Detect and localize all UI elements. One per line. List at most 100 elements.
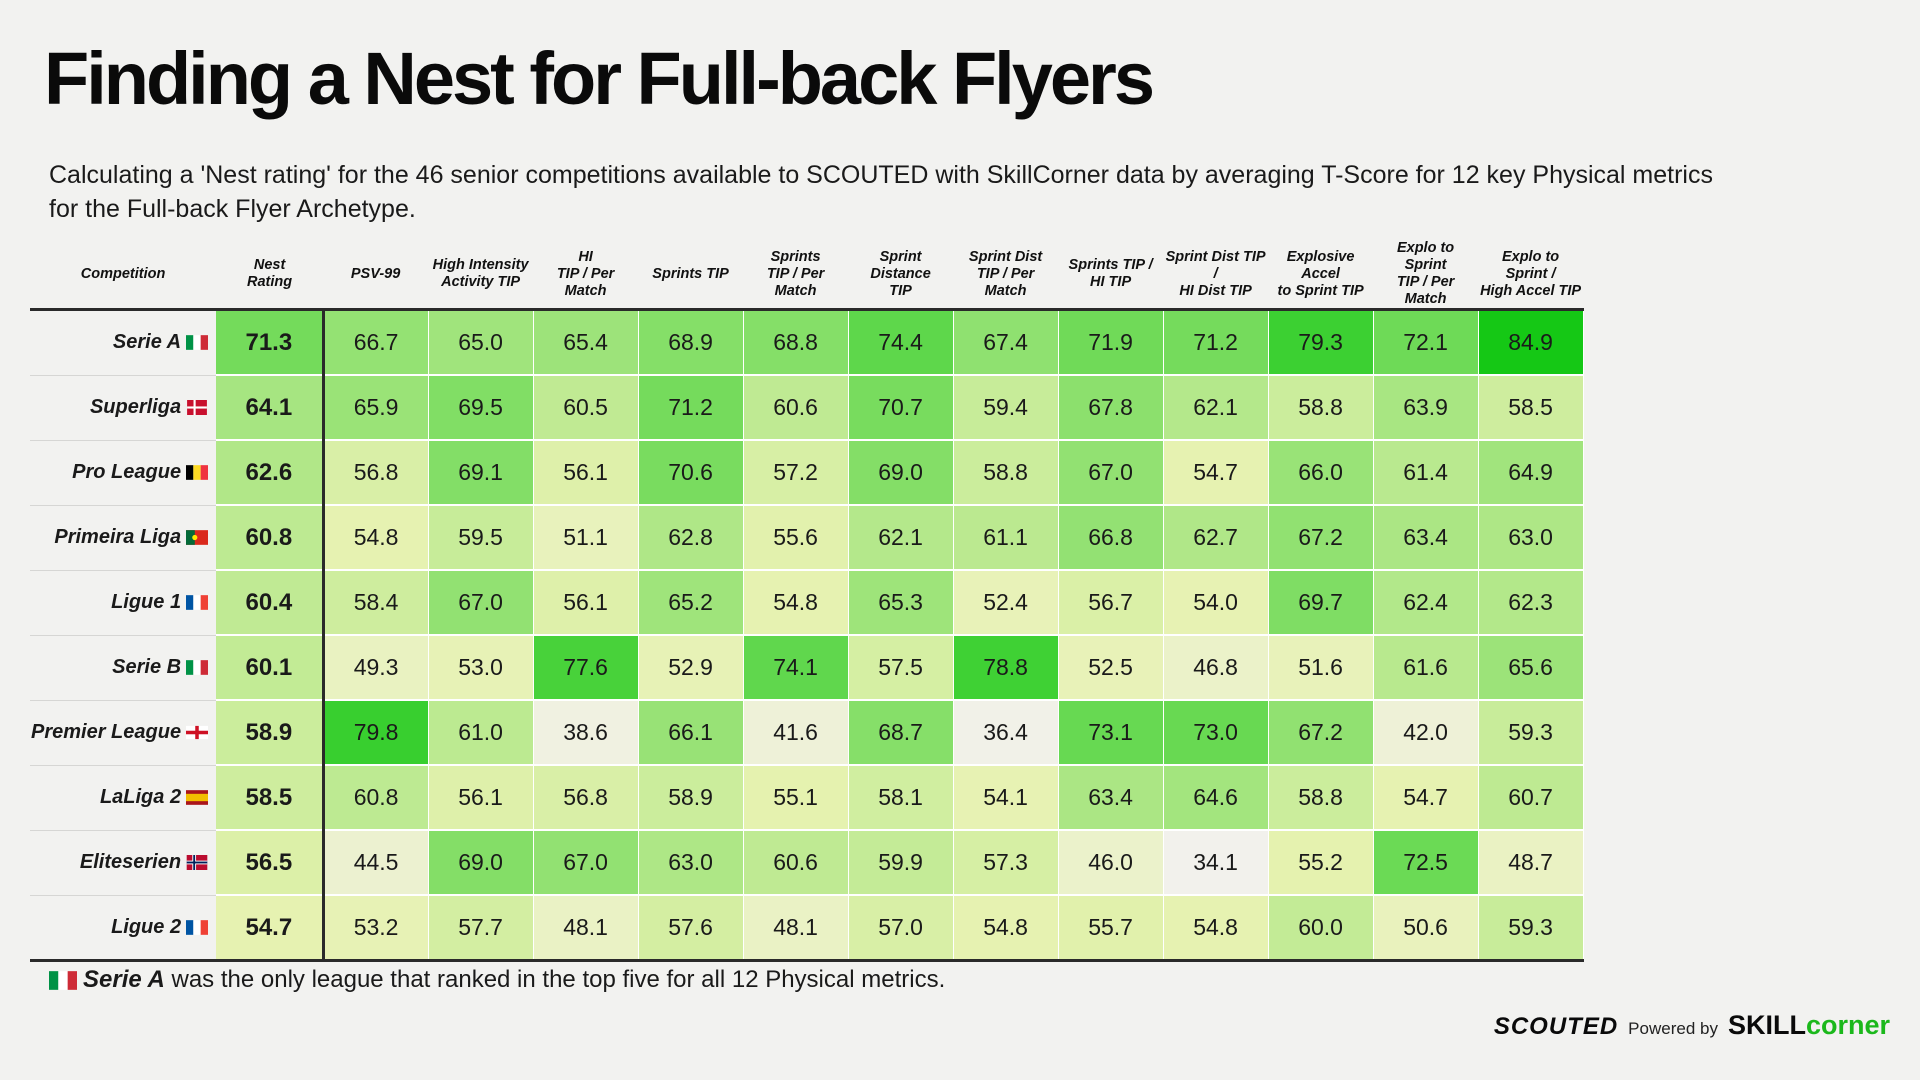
metric-cell: 49.3 — [323, 635, 429, 701]
metric-cell: 73.0 — [1163, 700, 1269, 766]
metric-cell: 56.7 — [1058, 570, 1164, 636]
metric-cell: 55.1 — [743, 765, 849, 831]
metric-cell: 54.7 — [1373, 765, 1479, 831]
competition-cell: Pro League — [30, 440, 217, 506]
table-row: Ligue 1 60.4 58.4 67.0 56.1 65.2 54.8 65.3 52.4 5… — [30, 570, 1584, 636]
metric-cell: 58.8 — [1268, 765, 1374, 831]
column-header-line: High Intensity — [432, 257, 529, 273]
metric-cell: 66.1 — [638, 700, 744, 766]
table-row: LaLiga 2 58.5 60.8 56.1 56.8 58.9 55.1 58.1 54.1… — [30, 765, 1584, 831]
metric-cell: 67.0 — [428, 570, 534, 636]
column-header-0: Nest Rating — [216, 240, 324, 311]
metric-cell: 59.4 — [953, 375, 1059, 441]
metric-cell: 69.1 — [428, 440, 534, 506]
competition-cell: Ligue 1 — [30, 570, 217, 636]
metric-cell: 73.1 — [1058, 700, 1164, 766]
metric-cell: 54.8 — [323, 505, 429, 571]
metric-cell: 57.2 — [743, 440, 849, 506]
column-header-11: Explo to Sprint TIP / Per Match — [1373, 240, 1479, 311]
column-header-line: Nest — [253, 257, 286, 273]
metric-cell: 63.0 — [1478, 505, 1584, 571]
column-header-line: High Accel TIP — [1480, 282, 1582, 299]
competition-name: Pro League — [72, 461, 182, 483]
metric-cell: 64.9 — [1478, 440, 1584, 506]
column-header-line: HI — [578, 248, 593, 265]
italy-flag-icon — [186, 335, 209, 351]
competition-cell: Eliteserien — [30, 830, 217, 896]
nest-rating-cell: 60.8 — [216, 505, 325, 571]
metric-cell: 65.9 — [323, 375, 429, 441]
metric-cell: 60.7 — [1478, 765, 1584, 831]
nest-rating-cell: 58.5 — [216, 765, 325, 831]
metric-cell: 36.4 — [953, 700, 1059, 766]
metric-cell: 67.8 — [1058, 375, 1164, 441]
metric-cell: 48.7 — [1478, 830, 1584, 896]
metric-cell: 50.6 — [1373, 895, 1479, 962]
metric-cell: 46.8 — [1163, 635, 1269, 701]
metric-cell: 51.6 — [1268, 635, 1374, 701]
column-header-8: Sprints TIP / HI TIP — [1058, 240, 1164, 311]
metric-cell: 79.3 — [1268, 309, 1374, 376]
metric-cell: 61.1 — [953, 505, 1059, 571]
competition-name: Primeira Liga — [54, 526, 182, 548]
metric-cell: 69.7 — [1268, 570, 1374, 636]
column-header-2: High Intensity Activity TIP — [428, 240, 534, 311]
column-header-6: Sprint Distance TIP — [848, 240, 954, 311]
column-header-line: TIP / Per Match — [766, 265, 825, 299]
skillcorner-logo-corner: corner — [1805, 1010, 1890, 1040]
metric-cell: 51.1 — [533, 505, 639, 571]
metric-cell: 56.8 — [323, 440, 429, 506]
column-header-line: Sprint Dist TIP / — [1165, 248, 1266, 282]
metric-cell: 57.7 — [428, 895, 534, 962]
metric-cell: 71.2 — [1163, 309, 1269, 376]
metric-cell: 61.4 — [1373, 440, 1479, 506]
metric-cell: 65.3 — [848, 570, 954, 636]
metric-cell: 60.5 — [533, 375, 639, 441]
metric-cell: 59.3 — [1478, 895, 1584, 962]
column-header-10: Explosive Accel to Sprint TIP — [1268, 240, 1374, 311]
metric-cell: 66.7 — [323, 309, 429, 376]
column-header-line: Sprints TIP — [652, 265, 729, 282]
competition-cell: LaLiga 2 — [30, 765, 217, 831]
metric-cell: 62.3 — [1478, 570, 1584, 636]
table-row: Serie A 71.3 66.7 65.0 65.4 68.9 68.8 74.4 67.4 7… — [30, 309, 1584, 376]
column-header-line: to Sprint TIP — [1277, 282, 1364, 299]
metric-cell: 68.7 — [848, 700, 954, 766]
metric-cell: 61.6 — [1373, 635, 1479, 701]
column-header-line: Sprint Distance — [870, 248, 931, 282]
column-header-line: Explo to Sprint — [1396, 240, 1455, 273]
metric-cell: 65.2 — [638, 570, 744, 636]
metric-cell: 58.4 — [323, 570, 429, 636]
skillcorner-logo-skill: SKILL — [1727, 1010, 1806, 1040]
table-body: Serie A 71.3 66.7 65.0 65.4 68.9 68.8 74.4 67.4 7… — [30, 309, 1584, 962]
metric-cell: 67.4 — [953, 309, 1059, 376]
metric-cell: 65.0 — [428, 309, 534, 376]
metric-cell: 57.5 — [848, 635, 954, 701]
column-header-7: Sprint Dist TIP / Per Match — [953, 240, 1059, 311]
metric-cell: 54.8 — [1163, 895, 1269, 962]
metric-cell: 53.2 — [323, 895, 429, 962]
table-row: Primeira Liga 60.8 54.8 59.5 51.1 62.8 55.6 62.… — [30, 505, 1584, 571]
metric-cell: 57.6 — [638, 895, 744, 962]
table-row: Eliteserien 56.5 44.5 69.0 67.0 63.0 60.6 59.9 5… — [30, 830, 1584, 896]
metric-cell: 66.8 — [1058, 505, 1164, 571]
metric-cell: 68.8 — [743, 309, 849, 376]
column-header-line: Sprints — [770, 248, 821, 265]
metric-cell: 48.1 — [743, 895, 849, 962]
metric-cell: 59.5 — [428, 505, 534, 571]
metric-cell: 57.3 — [953, 830, 1059, 896]
column-header-line: HI TIP — [1090, 274, 1132, 290]
column-header-4: Sprints TIP — [638, 240, 744, 311]
portugal-flag-icon — [186, 530, 209, 545]
competition-name: Superliga — [89, 396, 182, 418]
nest-rating-cell: 58.9 — [216, 700, 325, 766]
metric-cell: 63.4 — [1373, 505, 1479, 571]
page-title: Finding a Nest for Full-back Flyers — [44, 37, 1155, 120]
metric-cell: 54.8 — [953, 895, 1059, 962]
column-header-line: Sprint Dist — [968, 248, 1043, 265]
metric-cell: 72.5 — [1373, 830, 1479, 896]
metric-cell: 60.8 — [323, 765, 429, 831]
competition-cell: Superliga — [30, 375, 217, 441]
metric-cell: 56.1 — [533, 570, 639, 636]
metric-cell: 38.6 — [533, 700, 639, 766]
